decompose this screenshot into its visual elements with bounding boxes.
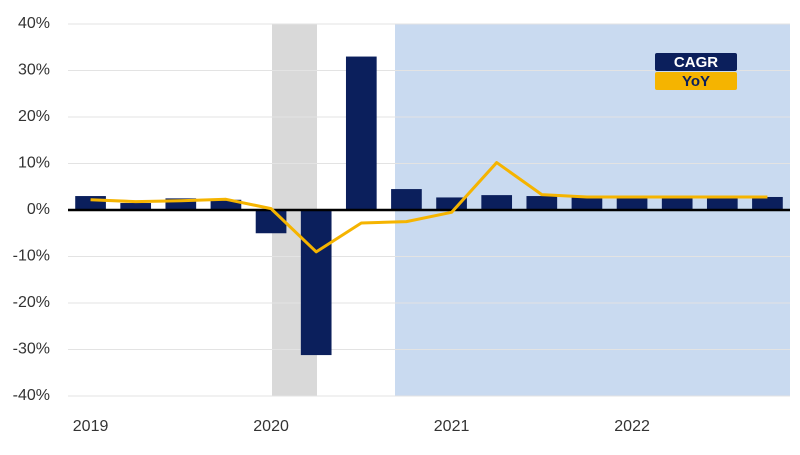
legend-label: CAGR bbox=[674, 54, 718, 71]
x-tick-label: 2022 bbox=[614, 418, 650, 435]
y-tick-label: -30% bbox=[13, 341, 50, 358]
bar bbox=[255, 210, 287, 234]
legend-swatch bbox=[655, 72, 737, 90]
bar bbox=[571, 196, 603, 210]
bar bbox=[616, 196, 648, 210]
y-tick-label: 30% bbox=[18, 62, 50, 79]
labels: -40% -30% -20% -10% 0% 10% 20% 30% 40% 2019 2020 20… bbox=[13, 15, 737, 435]
bar bbox=[481, 195, 513, 210]
y-tick-label: 10% bbox=[18, 155, 50, 172]
bar bbox=[526, 196, 558, 210]
y-tick-label: 0% bbox=[27, 201, 50, 218]
marks bbox=[68, 56, 790, 356]
legend-swatch bbox=[655, 53, 737, 71]
bar bbox=[436, 197, 467, 210]
x-tick-label: 2021 bbox=[434, 418, 470, 435]
legend-label: YoY bbox=[682, 73, 710, 90]
bar bbox=[210, 199, 242, 210]
bar bbox=[706, 196, 738, 210]
y-tick-label: -20% bbox=[13, 294, 50, 311]
bar bbox=[345, 56, 377, 210]
bar bbox=[165, 198, 197, 210]
bar bbox=[120, 203, 152, 210]
x-tick-label: 2019 bbox=[73, 418, 109, 435]
bar bbox=[752, 196, 783, 210]
bar bbox=[661, 196, 693, 210]
bar bbox=[75, 196, 106, 210]
bar bbox=[391, 189, 422, 210]
x-tick-label: 2020 bbox=[253, 418, 289, 435]
y-tick-label: 40% bbox=[18, 15, 50, 32]
y-tick-label: -40% bbox=[13, 387, 50, 404]
y-tick-label: -10% bbox=[13, 248, 50, 265]
y-tick-label: 20% bbox=[18, 108, 50, 125]
line bbox=[90, 161, 768, 254]
bar bbox=[300, 210, 332, 356]
